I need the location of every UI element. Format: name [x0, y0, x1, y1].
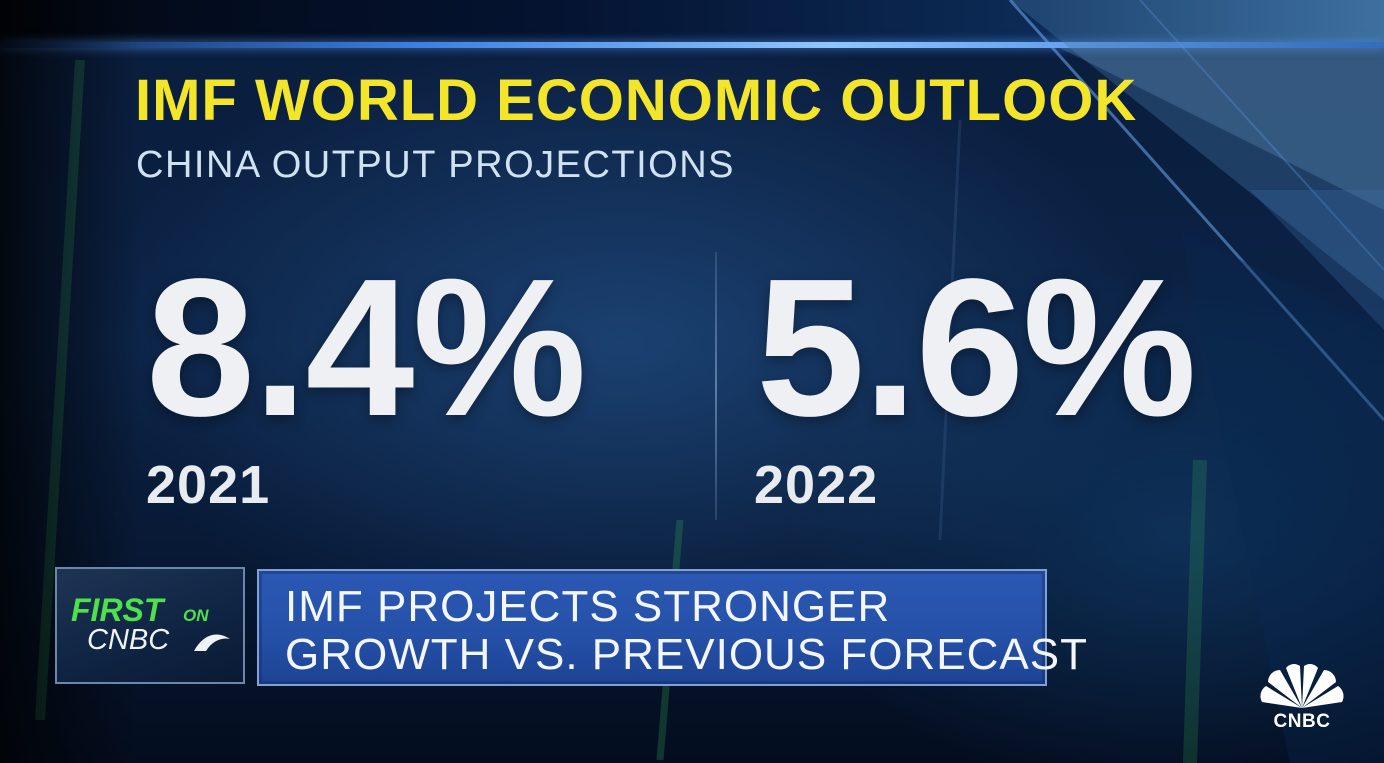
- stat-value-2022: 5.6%: [756, 238, 1197, 457]
- headline-line-2: GROWTH VS. PREVIOUS FORECAST: [285, 630, 1088, 679]
- logo-text: CNBC: [1273, 711, 1331, 732]
- swoosh-icon: [194, 634, 230, 651]
- peacock-icon: [1260, 664, 1344, 708]
- headline-banner: IMF PROJECTS STRONGER GROWTH VS. PREVIOU…: [257, 569, 1087, 686]
- stat-value-2021: 8.4%: [146, 238, 587, 457]
- graphic-title: IMF WORLD ECONOMIC OUTLOOK: [135, 68, 1138, 133]
- badge-on-text: ON: [183, 606, 209, 625]
- stat-year-2021: 2021: [146, 455, 271, 515]
- stat-divider: [715, 252, 717, 520]
- headline-line-1: IMF PROJECTS STRONGER: [285, 582, 891, 631]
- graphic-subtitle: CHINA OUTPUT PROJECTIONS: [136, 144, 736, 186]
- top-light-line: [0, 42, 1384, 48]
- top-band: [0, 0, 1384, 42]
- stat-year-2022: 2022: [754, 455, 879, 515]
- badge-network-text: CNBC: [87, 624, 170, 656]
- first-on-cnbc-badge: FIRST ON CNBC: [55, 567, 245, 684]
- badge-first-text: FIRST: [71, 592, 164, 628]
- cnbc-logo: CNBC: [1256, 664, 1348, 732]
